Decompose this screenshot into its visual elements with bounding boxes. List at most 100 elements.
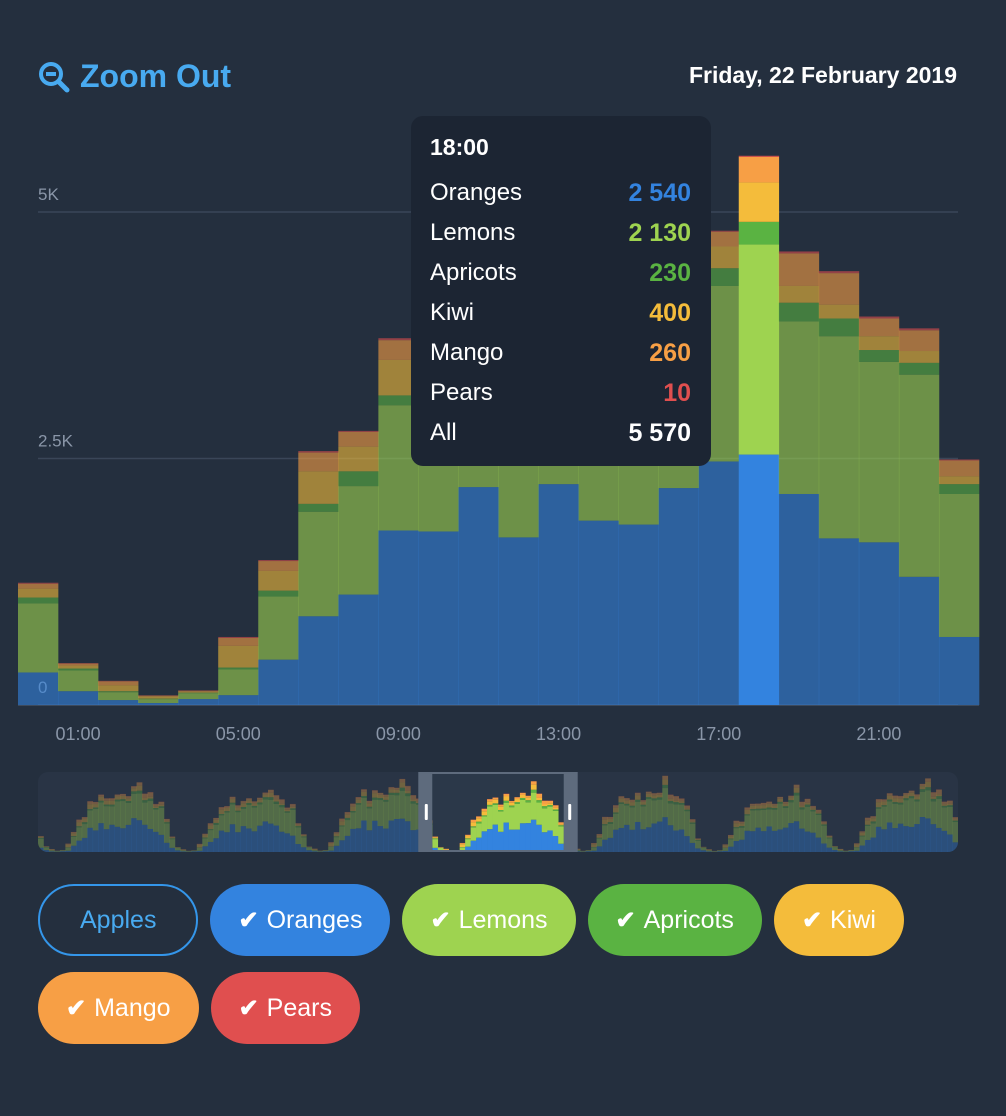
- bar-kiwi-0600[interactable]: [258, 570, 299, 591]
- bar-mango-0700[interactable]: [298, 452, 339, 472]
- filter-oranges-button[interactable]: ✔ Oranges: [210, 884, 391, 956]
- bar-kiwi-0000[interactable]: [18, 588, 59, 598]
- bar-mango-0200[interactable]: [98, 681, 139, 686]
- bar-kiwi-0500[interactable]: [218, 645, 259, 668]
- bar-oranges-1200[interactable]: [498, 537, 539, 705]
- bar-apricots-0900[interactable]: [378, 395, 419, 406]
- bar-kiwi-2300[interactable]: [938, 476, 980, 485]
- bar-pears-2300[interactable]: [938, 459, 980, 461]
- bar-kiwi-0200[interactable]: [98, 685, 139, 692]
- bar-oranges-1600[interactable]: [658, 488, 700, 705]
- bar-oranges-0700[interactable]: [298, 616, 339, 705]
- bar-apricots-0800[interactable]: [338, 471, 379, 487]
- filter-apricots-button[interactable]: ✔ Apricots: [587, 884, 762, 956]
- bar-oranges-1400[interactable]: [578, 520, 619, 705]
- bar-lemons-0800[interactable]: [338, 486, 379, 595]
- bar-pears-1900[interactable]: [778, 251, 820, 254]
- bar-mango-0300[interactable]: [138, 695, 179, 697]
- bar-kiwi-0300[interactable]: [138, 696, 179, 699]
- bar-kiwi-0700[interactable]: [298, 471, 339, 504]
- bar-oranges-0100[interactable]: [58, 691, 99, 705]
- bar-mango-2100[interactable]: [858, 318, 900, 337]
- bar-pears-0700[interactable]: [298, 451, 339, 453]
- bar-apricots-0100[interactable]: [58, 668, 99, 671]
- bar-oranges-0800[interactable]: [338, 594, 379, 705]
- filter-lemons-button[interactable]: ✔ Lemons: [402, 884, 576, 956]
- bar-oranges-1900[interactable]: [778, 493, 820, 705]
- bar-mango-1900[interactable]: [778, 253, 820, 286]
- bar-pears-0800[interactable]: [338, 430, 379, 432]
- bar-mango-0800[interactable]: [338, 431, 379, 447]
- bar-mango-0000[interactable]: [18, 583, 59, 589]
- bar-pears-2100[interactable]: [858, 316, 900, 319]
- bar-pears-1800[interactable]: [738, 155, 780, 157]
- bar-mango-2000[interactable]: [818, 273, 860, 305]
- bar-oranges-1500[interactable]: [618, 524, 659, 705]
- bar-pears-0900[interactable]: [378, 338, 419, 341]
- filter-kiwi-button[interactable]: ✔ Kiwi: [773, 884, 904, 956]
- bar-kiwi-2200[interactable]: [898, 351, 940, 363]
- bar-apricots-0700[interactable]: [298, 503, 339, 512]
- bar-mango-0100[interactable]: [58, 663, 99, 666]
- bar-pears-2200[interactable]: [898, 328, 940, 331]
- bar-kiwi-0400[interactable]: [178, 691, 219, 693]
- bar-lemons-0400[interactable]: [178, 693, 219, 700]
- range-navigator[interactable]: [38, 772, 958, 852]
- bar-lemons-0200[interactable]: [98, 692, 139, 701]
- filter-apples-button[interactable]: Apples: [38, 884, 199, 956]
- bar-oranges-0200[interactable]: [98, 700, 139, 705]
- zoom-out-button[interactable]: Zoom Out: [38, 58, 231, 95]
- bar-oranges-0400[interactable]: [178, 699, 219, 705]
- bar-oranges-2200[interactable]: [898, 576, 940, 705]
- bar-pears-0600[interactable]: [258, 560, 299, 562]
- filter-pears-button[interactable]: ✔ Pears: [210, 972, 360, 1044]
- bar-lemons-0700[interactable]: [298, 511, 339, 617]
- bar-oranges-1800[interactable]: [738, 454, 780, 705]
- bar-oranges-2300[interactable]: [938, 636, 980, 705]
- bar-lemons-2000[interactable]: [818, 336, 860, 539]
- bar-kiwi-1800[interactable]: [738, 182, 780, 222]
- bar-apricots-0600[interactable]: [258, 590, 299, 597]
- bar-mango-1800[interactable]: [738, 156, 780, 183]
- bar-oranges-1300[interactable]: [538, 484, 579, 705]
- bar-lemons-0600[interactable]: [258, 596, 299, 660]
- bar-oranges-1000[interactable]: [418, 531, 459, 705]
- bar-oranges-0000[interactable]: [18, 672, 59, 705]
- bar-oranges-0600[interactable]: [258, 659, 299, 705]
- bar-oranges-0300[interactable]: [138, 703, 179, 705]
- bar-apricots-2000[interactable]: [818, 318, 860, 337]
- bar-lemons-0000[interactable]: [18, 603, 59, 673]
- bar-lemons-1900[interactable]: [778, 321, 820, 494]
- bar-pears-2000[interactable]: [818, 271, 860, 274]
- bar-oranges-0900[interactable]: [378, 530, 419, 705]
- bar-pears-1700[interactable]: [698, 230, 740, 232]
- bar-lemons-0100[interactable]: [58, 670, 99, 692]
- bar-apricots-2200[interactable]: [898, 362, 940, 375]
- bar-apricots-2100[interactable]: [858, 350, 900, 362]
- bar-oranges-1100[interactable]: [458, 487, 499, 705]
- bar-pears-0500[interactable]: [218, 636, 259, 638]
- bar-oranges-0500[interactable]: [218, 695, 259, 705]
- bar-oranges-2000[interactable]: [818, 538, 860, 705]
- bar-apricots-0200[interactable]: [98, 691, 139, 693]
- bar-pears-0000[interactable]: [18, 582, 59, 584]
- bar-mango-2300[interactable]: [938, 460, 980, 477]
- bar-mango-0500[interactable]: [218, 637, 259, 646]
- bar-apricots-1900[interactable]: [778, 302, 820, 322]
- bar-apricots-2300[interactable]: [938, 484, 980, 494]
- bar-apricots-0500[interactable]: [218, 667, 259, 670]
- bar-lemons-2200[interactable]: [898, 374, 940, 577]
- bar-kiwi-2000[interactable]: [818, 304, 860, 319]
- bar-kiwi-0100[interactable]: [58, 665, 99, 669]
- bar-mango-0900[interactable]: [378, 340, 419, 360]
- bar-lemons-2100[interactable]: [858, 361, 900, 543]
- bar-lemons-1800[interactable]: [738, 244, 780, 455]
- bar-oranges-1700[interactable]: [698, 461, 740, 705]
- bar-apricots-1800[interactable]: [738, 221, 780, 245]
- bar-kiwi-0800[interactable]: [338, 446, 379, 472]
- bar-kiwi-1900[interactable]: [778, 285, 820, 303]
- bar-lemons-0300[interactable]: [138, 699, 179, 704]
- filter-mango-button[interactable]: ✔ Mango: [38, 972, 199, 1044]
- bar-kiwi-2100[interactable]: [858, 336, 900, 351]
- bar-apricots-0000[interactable]: [18, 597, 59, 604]
